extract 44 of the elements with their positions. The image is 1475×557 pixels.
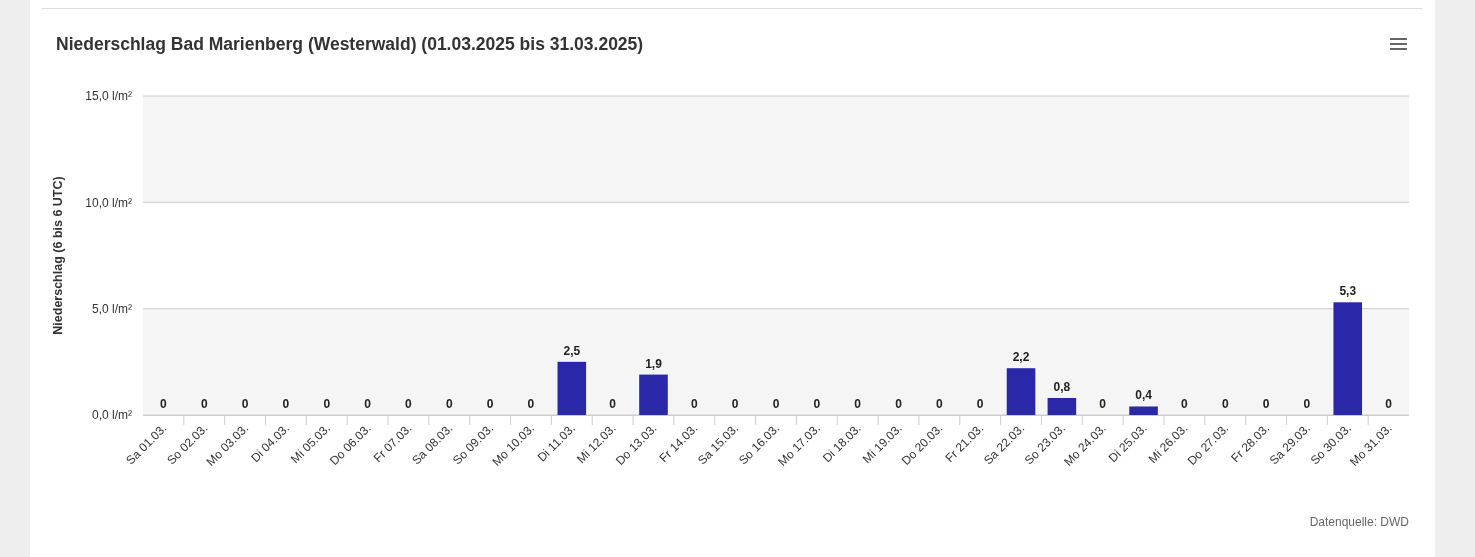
y-tick-label: 5,0 l/m² bbox=[91, 301, 132, 316]
data-label: 0 bbox=[936, 397, 944, 411]
bar bbox=[1129, 406, 1158, 415]
data-label: 0 bbox=[445, 397, 453, 411]
data-label: 0 bbox=[976, 397, 984, 411]
y-axis-title: Niederschlag (6 bis 6 UTC) bbox=[51, 176, 65, 335]
data-label: 2,5 bbox=[563, 343, 581, 358]
data-label: 0 bbox=[527, 397, 535, 411]
data-label: 0 bbox=[160, 397, 168, 411]
data-label: 0 bbox=[772, 397, 780, 411]
y-tick-label: 15,0 l/m² bbox=[85, 89, 132, 104]
data-label: 0 bbox=[690, 397, 698, 411]
data-label: 0 bbox=[364, 397, 372, 411]
data-label: 0 bbox=[323, 397, 331, 411]
text: Datenquelle: DWD bbox=[1309, 515, 1410, 529]
data-label: 2,2 bbox=[1012, 350, 1030, 365]
y-tick-label: 0,0 l/m² bbox=[91, 408, 132, 423]
bar bbox=[1333, 302, 1363, 415]
data-label: 0 bbox=[282, 397, 290, 411]
data-label: 0 bbox=[405, 397, 413, 411]
data-label: 0 bbox=[486, 397, 494, 411]
data-label: 0 bbox=[731, 397, 739, 411]
y-tick-label: 10,0 l/m² bbox=[85, 195, 132, 210]
data-label: 0 bbox=[1262, 397, 1270, 411]
data-label: 0 bbox=[854, 397, 862, 411]
data-label: 0 bbox=[895, 397, 903, 411]
data-label: 0 bbox=[1221, 397, 1229, 411]
data-label: 0 bbox=[813, 397, 821, 411]
bar bbox=[1047, 397, 1077, 415]
chart-title: Niederschlag Bad Marienberg (Westerwald) (01.03.2025 bis 31.03.2025) bbox=[56, 34, 644, 54]
data-label: 0 bbox=[1181, 397, 1189, 411]
data-label: 0 bbox=[1303, 397, 1311, 411]
bar bbox=[557, 361, 587, 415]
data-label: 0 bbox=[200, 397, 208, 411]
data-label: 0 bbox=[1099, 397, 1107, 411]
data-label: 0 bbox=[609, 397, 617, 411]
bar bbox=[1006, 368, 1036, 415]
data-label: 0 bbox=[1385, 397, 1393, 411]
data-label: 0,8 bbox=[1053, 379, 1071, 394]
data-label: 0,4 bbox=[1135, 388, 1153, 403]
bar bbox=[639, 374, 668, 415]
data-label: 0 bbox=[241, 397, 249, 411]
data-label: 5,3 bbox=[1339, 284, 1357, 299]
data-label: 1,9 bbox=[645, 356, 663, 371]
